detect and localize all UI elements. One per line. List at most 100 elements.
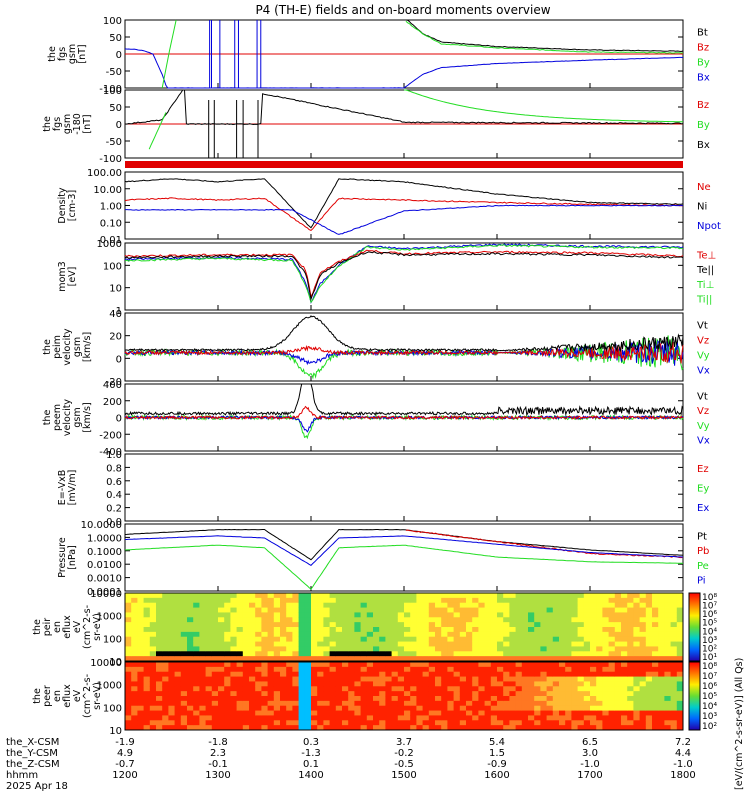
spectrogram-cell [205,705,213,711]
spectrogram-cell [490,696,498,702]
spectrogram-cell [298,710,306,716]
spectrogram-cell [416,710,423,716]
spectrogram-cell [515,720,523,726]
spectrogram-cell [211,656,219,662]
spectrogram-cell [459,696,467,702]
spectrogram-cell [156,720,163,726]
spectrogram-cell [509,705,516,711]
spectrogram-cell [366,607,374,613]
legend-entry: Pi [697,576,706,587]
spectrogram-cell [503,696,510,702]
spectrogram-cell [658,700,665,707]
spectrogram-cell [453,705,461,711]
spectrogram-cell [180,700,188,707]
spectrogram-cell [459,607,467,613]
spectrogram-cell [261,700,268,707]
spectrogram-cell [255,612,262,618]
spectrogram-cell [590,715,597,721]
spectrogram-cell [298,607,306,613]
spectrogram-cell [559,725,566,731]
spectrogram-cell [602,696,609,702]
spectrogram-cell [162,686,169,692]
spectrogram-cell [267,617,275,623]
spectrogram-cell [125,607,132,613]
spectrogram-cell [670,617,678,623]
spectrogram-cell [156,725,163,731]
spectrogram-cell [621,622,628,628]
spectrogram-cell [242,602,250,608]
spectrogram-cell [422,705,430,711]
spectrogram-cell [267,666,275,673]
spectrogram-cell [261,627,268,633]
spectrogram-cell [497,700,504,707]
spectrogram-cell [534,662,541,668]
spectrogram-cell [193,715,200,721]
spectrogram-cell [255,676,262,682]
spectrogram-cell [633,676,640,682]
spectrogram-cell [149,627,157,633]
spectrogram-cell [528,636,535,642]
x-value-z: -0.5 [394,759,414,770]
spectrogram-cell [125,617,132,623]
spectrogram-cell [354,646,361,652]
spectrogram-cell [521,636,529,642]
spectrogram-cell [453,602,461,608]
spectrogram-cell [664,700,671,707]
spectrogram-cell [298,681,306,687]
spectrogram-cell [546,691,554,697]
spectrogram-cell [509,627,516,633]
spectrogram-cell [280,681,287,687]
spectrogram-cell [298,700,306,707]
spectrogram-cell [670,725,678,731]
spectrogram-cell [236,622,244,628]
spectrogram-cell [676,651,684,657]
spectrogram-cell [187,631,194,638]
spectrogram-cell [466,636,473,642]
spectrogram-cell [490,656,498,662]
spectrogram-cell [391,700,399,707]
spectrogram-cell [670,681,678,687]
spectrogram-cell [230,607,237,613]
spectrogram-cell [193,646,200,652]
colorbar-tick: 10⁴ [702,702,717,712]
spectrogram-cell [583,681,591,687]
spectrogram-cell [149,646,157,652]
spectrogram-cell [180,622,188,628]
spectrogram-cell [137,593,144,599]
spectrogram-cell [273,715,281,721]
spectrogram-cell [633,627,640,633]
spectrogram-cell [627,602,634,608]
spectrogram-cell [658,622,665,628]
spectrogram-cell [552,700,560,707]
spectrogram-cell [540,662,547,668]
spectrogram-cell [459,681,467,687]
spectrogram-cell [596,597,603,604]
spectrogram-cell [602,617,609,623]
spectrogram-cell [211,597,219,604]
spectrogram-cell [453,696,461,702]
spectrogram-cell [571,597,578,604]
spectrogram-cell [379,700,386,707]
spectrogram-cell [360,593,368,599]
spectrogram-cell [298,612,306,618]
spectrogram-cell [255,715,262,721]
spectrogram-cell [397,636,405,642]
spectrogram-cell [515,686,523,692]
spectrogram-cell [187,646,194,652]
spectrogram-cell [143,622,151,628]
spectrogram-cell [125,681,132,687]
spectrogram-cell [255,666,262,673]
spectrogram-cell [137,725,144,731]
spectrogram-cell [379,696,386,702]
x-value-z: -1.0 [580,759,600,770]
spectrogram-cell [559,646,566,652]
spectrogram-cell [143,705,151,711]
legend-entry: Bz [697,100,709,111]
spectrogram-cell [478,700,485,707]
spectrogram-cell [335,646,343,652]
spectrogram-cell [298,636,306,642]
spectrogram-cell [583,666,591,673]
spectrogram-cell [249,705,256,711]
spectrogram-cell [509,636,516,642]
spectrogram-cell [472,646,479,652]
